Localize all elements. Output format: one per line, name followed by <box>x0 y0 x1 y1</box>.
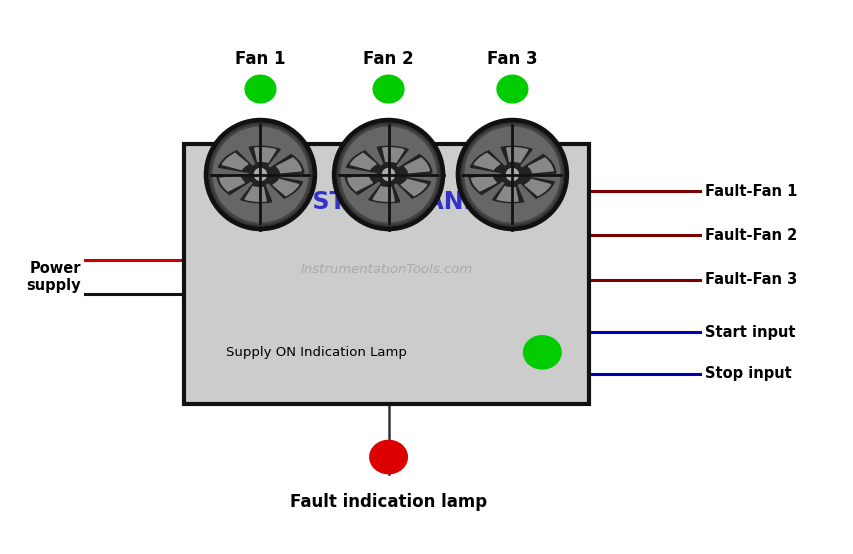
Wedge shape <box>368 181 399 203</box>
Wedge shape <box>217 175 252 194</box>
Wedge shape <box>528 158 553 173</box>
Text: InstrumentationTools.com: InstrumentationTools.com <box>300 263 472 275</box>
Ellipse shape <box>245 75 276 103</box>
Ellipse shape <box>377 163 399 186</box>
Ellipse shape <box>254 168 266 181</box>
Text: Fault-Fan 3: Fault-Fan 3 <box>704 272 796 288</box>
Wedge shape <box>347 176 372 191</box>
Ellipse shape <box>506 168 518 181</box>
Ellipse shape <box>496 75 527 103</box>
Wedge shape <box>501 146 531 168</box>
Ellipse shape <box>373 75 403 103</box>
Ellipse shape <box>334 120 443 229</box>
Wedge shape <box>241 181 271 203</box>
Text: Fault-Fan 1: Fault-Fan 1 <box>704 183 796 199</box>
Wedge shape <box>350 153 375 170</box>
Wedge shape <box>518 176 554 198</box>
Wedge shape <box>396 155 432 174</box>
Wedge shape <box>468 175 504 194</box>
Ellipse shape <box>501 163 523 186</box>
Wedge shape <box>249 146 280 168</box>
Text: Supply ON Indication Lamp: Supply ON Indication Lamp <box>226 346 407 359</box>
Ellipse shape <box>382 168 394 181</box>
Ellipse shape <box>213 127 307 222</box>
Text: Stop input: Stop input <box>704 366 791 382</box>
Text: SYSTEM / PANEL: SYSTEM / PANEL <box>278 189 494 213</box>
Wedge shape <box>268 155 304 174</box>
Wedge shape <box>471 176 496 191</box>
Wedge shape <box>404 158 429 173</box>
Text: Fan 2: Fan 2 <box>363 49 414 68</box>
Wedge shape <box>219 176 244 191</box>
Ellipse shape <box>461 124 563 225</box>
Text: Power
supply: Power supply <box>26 261 81 293</box>
Wedge shape <box>222 153 247 170</box>
Wedge shape <box>377 146 408 168</box>
Wedge shape <box>266 176 302 198</box>
Ellipse shape <box>341 127 435 222</box>
Wedge shape <box>346 151 382 173</box>
Wedge shape <box>525 179 550 196</box>
Text: Fault-Fan 2: Fault-Fan 2 <box>704 228 796 243</box>
Wedge shape <box>401 179 426 196</box>
Text: Fan 3: Fan 3 <box>486 49 537 68</box>
Ellipse shape <box>457 120 566 229</box>
Ellipse shape <box>249 163 271 186</box>
Wedge shape <box>382 148 403 162</box>
Wedge shape <box>394 176 430 198</box>
Wedge shape <box>273 179 299 196</box>
Wedge shape <box>506 148 527 162</box>
Wedge shape <box>218 151 254 173</box>
FancyBboxPatch shape <box>183 144 589 404</box>
Ellipse shape <box>465 127 559 222</box>
Text: Fan 1: Fan 1 <box>235 49 286 68</box>
Wedge shape <box>496 187 518 201</box>
Wedge shape <box>254 148 276 162</box>
Ellipse shape <box>369 440 407 474</box>
Wedge shape <box>473 153 499 170</box>
Wedge shape <box>492 181 523 203</box>
Ellipse shape <box>523 336 560 369</box>
Text: Fault indication lamp: Fault indication lamp <box>290 493 486 511</box>
Wedge shape <box>519 155 555 174</box>
Wedge shape <box>373 187 394 201</box>
Wedge shape <box>345 175 380 194</box>
Ellipse shape <box>206 120 315 229</box>
Wedge shape <box>276 158 301 173</box>
Wedge shape <box>245 187 266 201</box>
Wedge shape <box>470 151 506 173</box>
Ellipse shape <box>209 124 311 225</box>
Ellipse shape <box>337 124 439 225</box>
Text: Start input: Start input <box>704 325 794 340</box>
